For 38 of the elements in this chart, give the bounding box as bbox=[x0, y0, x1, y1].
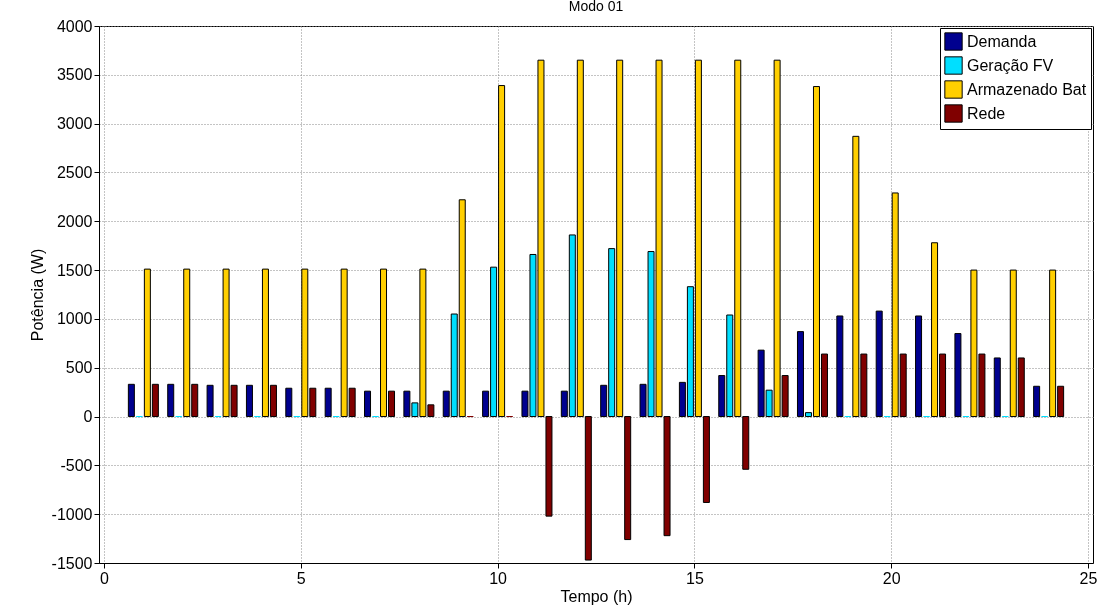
bar bbox=[167, 383, 175, 418]
y-tick-label: 3500 bbox=[56, 66, 93, 84]
y-tick-label: -1500 bbox=[51, 554, 93, 572]
x-tick-label: 5 bbox=[296, 569, 306, 587]
bar bbox=[1033, 385, 1041, 418]
bar bbox=[127, 383, 135, 418]
legend-label: Demanda bbox=[967, 32, 1037, 50]
x-tick-label: 15 bbox=[686, 569, 704, 587]
x-tick-label: 20 bbox=[882, 569, 901, 587]
y-axis-title: Potência (W) bbox=[28, 248, 46, 342]
y-tick-label: 0 bbox=[83, 408, 93, 426]
bar bbox=[245, 384, 253, 418]
bar bbox=[993, 357, 1001, 418]
y-tick-label: -500 bbox=[60, 456, 93, 474]
y-tick-label: 2500 bbox=[56, 163, 93, 181]
bar bbox=[875, 310, 883, 418]
y-tick-label: 1500 bbox=[56, 261, 93, 279]
bar bbox=[324, 387, 332, 418]
x-axis-title: Tempo (h) bbox=[560, 587, 633, 605]
bar bbox=[915, 315, 923, 418]
y-tick-label: 4000 bbox=[56, 17, 93, 35]
bar bbox=[836, 315, 844, 418]
bar bbox=[285, 387, 293, 418]
x-tick-label: 25 bbox=[1079, 569, 1098, 587]
legend-label: Rede bbox=[967, 104, 1006, 122]
y-tick-label: 3000 bbox=[56, 115, 93, 133]
bar bbox=[206, 384, 214, 418]
y-tick-label: 500 bbox=[65, 359, 93, 377]
y-tick-label: 1000 bbox=[56, 310, 93, 328]
legend-label: Armazenado Bat bbox=[967, 80, 1087, 98]
legend-label: Geração FV bbox=[967, 56, 1054, 74]
bar bbox=[364, 390, 372, 418]
x-tick-label: 10 bbox=[489, 569, 508, 587]
bar bbox=[954, 333, 962, 418]
chart-title: Modo 01 bbox=[568, 0, 624, 14]
x-tick-label: 0 bbox=[100, 569, 110, 587]
y-tick-label: 2000 bbox=[56, 212, 93, 230]
y-tick-label: -1000 bbox=[51, 505, 93, 523]
